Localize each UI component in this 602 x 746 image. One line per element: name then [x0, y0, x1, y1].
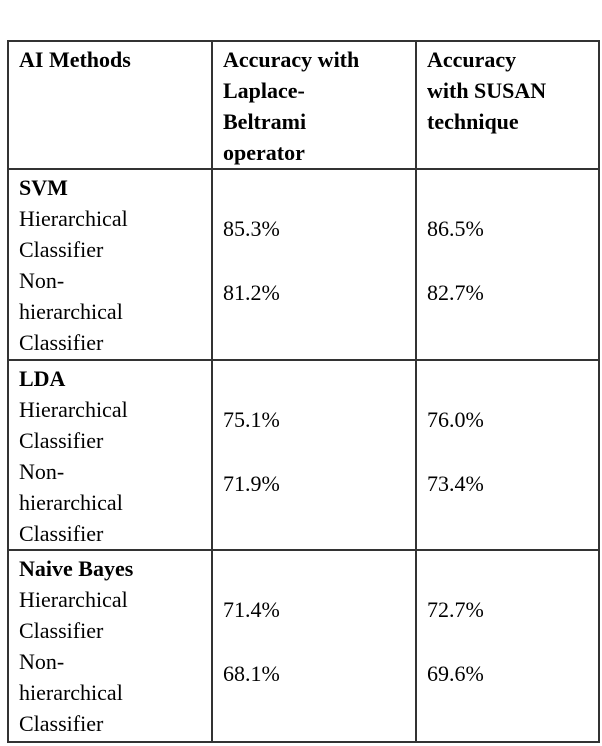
- value: 75.1%: [223, 407, 280, 432]
- header-susan: Accuracy with SUSAN technique: [415, 40, 600, 170]
- header-ai-methods: AI Methods: [7, 40, 213, 170]
- row-label: Hierarchical: [19, 587, 128, 612]
- row-label: Classifier: [19, 618, 104, 643]
- header-line: technique: [427, 109, 519, 134]
- value: 82.7%: [427, 280, 484, 305]
- group-row-lda: LDA Hierarchical Classifier Non- hierarc…: [7, 359, 600, 551]
- method-cell: LDA Hierarchical Classifier Non- hierarc…: [7, 359, 213, 551]
- value: 71.9%: [223, 471, 280, 496]
- group-row-svm: SVM Hierarchical Classifier Non- hierarc…: [7, 168, 600, 361]
- header-row: AI Methods Accuracy with Laplace- Beltra…: [7, 40, 600, 170]
- method-name: Naive Bayes: [19, 556, 134, 581]
- method-name: SVM: [19, 175, 68, 200]
- row-label: hierarchical: [19, 680, 123, 705]
- header-line: Accuracy: [427, 47, 517, 72]
- laplace-cell: 71.4% 68.1%: [211, 549, 417, 743]
- value: 86.5%: [427, 216, 484, 241]
- row-label: Classifier: [19, 428, 104, 453]
- method-name: LDA: [19, 366, 66, 391]
- row-label: Non-: [19, 268, 65, 293]
- row-label: hierarchical: [19, 490, 123, 515]
- value: 76.0%: [427, 407, 484, 432]
- header-line: Beltrami: [223, 109, 307, 134]
- value: 85.3%: [223, 216, 280, 241]
- susan-cell: 86.5% 82.7%: [415, 168, 600, 361]
- value: 73.4%: [427, 471, 484, 496]
- method-cell: Naive Bayes Hierarchical Classifier Non-…: [7, 549, 213, 743]
- header-line: Accuracy with: [223, 47, 360, 72]
- value: 72.7%: [427, 597, 484, 622]
- row-label: Hierarchical: [19, 397, 128, 422]
- row-label: Non-: [19, 459, 65, 484]
- group-row-naive-bayes: Naive Bayes Hierarchical Classifier Non-…: [7, 549, 600, 743]
- row-label: Classifier: [19, 711, 104, 736]
- row-label: Hierarchical: [19, 206, 128, 231]
- row-label: Non-: [19, 649, 65, 674]
- value: 71.4%: [223, 597, 280, 622]
- accuracy-table: AI Methods Accuracy with Laplace- Beltra…: [7, 40, 600, 743]
- laplace-cell: 85.3% 81.2%: [211, 168, 417, 361]
- row-label: Classifier: [19, 330, 104, 355]
- row-label: hierarchical: [19, 299, 123, 324]
- value: 68.1%: [223, 661, 280, 686]
- susan-cell: 72.7% 69.6%: [415, 549, 600, 743]
- header-laplace: Accuracy with Laplace- Beltrami operator: [211, 40, 417, 170]
- header-line: AI Methods: [19, 47, 131, 72]
- header-line: with SUSAN: [427, 78, 547, 103]
- header-line: Laplace-: [223, 78, 305, 103]
- method-cell: SVM Hierarchical Classifier Non- hierarc…: [7, 168, 213, 361]
- row-label: Classifier: [19, 521, 104, 546]
- laplace-cell: 75.1% 71.9%: [211, 359, 417, 551]
- header-line: operator: [223, 140, 305, 165]
- value: 69.6%: [427, 661, 484, 686]
- row-label: Classifier: [19, 237, 104, 262]
- susan-cell: 76.0% 73.4%: [415, 359, 600, 551]
- value: 81.2%: [223, 280, 280, 305]
